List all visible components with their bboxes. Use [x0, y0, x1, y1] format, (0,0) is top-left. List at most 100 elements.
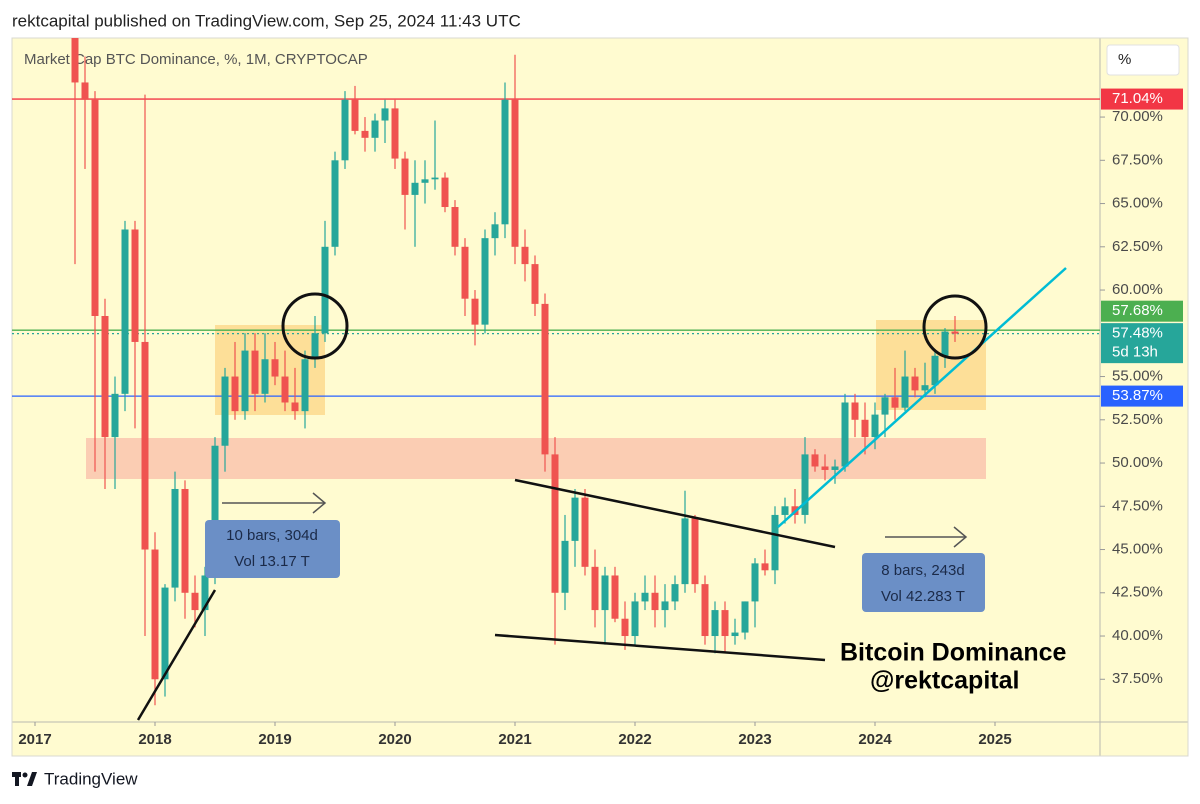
- annotation-handle: @rektcapital: [870, 667, 1019, 695]
- candle-body: [421, 179, 429, 183]
- candle-body: [161, 587, 169, 680]
- measure-box: [205, 520, 340, 578]
- price-badge: [1101, 385, 1183, 407]
- candle-body: [741, 601, 749, 633]
- candle-body: [171, 488, 179, 588]
- candle-body: [141, 341, 149, 550]
- y-tick-label: 55.00%: [1112, 368, 1163, 385]
- candle-body: [551, 454, 559, 593]
- candle-body: [131, 229, 139, 342]
- candle-body: [391, 108, 399, 159]
- candle-body: [301, 359, 309, 412]
- candle-body: [281, 376, 289, 403]
- candle-body: [251, 350, 259, 394]
- trendline: [514, 478, 836, 549]
- candle-body: [91, 99, 99, 316]
- candle-body: [191, 592, 199, 611]
- candle-body: [501, 99, 509, 225]
- candle-body: [81, 82, 89, 100]
- candle-body: [111, 393, 119, 438]
- candle-body: [691, 518, 699, 585]
- candle-body: [941, 331, 949, 356]
- candle-body: [431, 177, 439, 180]
- candle-body: [731, 632, 739, 637]
- measure-vol: Vol 42.283 T: [881, 588, 965, 605]
- chart-background: [12, 38, 1188, 756]
- price-badge: [1101, 88, 1183, 110]
- candle-body: [151, 549, 159, 680]
- trendline: [777, 267, 1067, 528]
- candle-body: [541, 303, 549, 455]
- candle-body: [121, 229, 129, 394]
- candle-body: [911, 376, 919, 391]
- candle-body: [481, 238, 489, 325]
- candle-body: [211, 445, 219, 576]
- x-tick-label: 2021: [498, 731, 531, 748]
- candle-body: [901, 376, 909, 408]
- trendline: [494, 633, 826, 662]
- candle-body: [821, 466, 829, 470]
- candle-body: [231, 376, 239, 412]
- support-zone: [86, 438, 986, 479]
- candle-body: [581, 497, 589, 567]
- candle-body: [351, 99, 359, 131]
- candle-body: [841, 402, 849, 467]
- highlight-circle: [281, 292, 349, 360]
- candle-body: [641, 592, 649, 602]
- candle-body: [371, 120, 379, 138]
- y-tick-label: 52.50%: [1112, 411, 1163, 428]
- candle-body: [951, 331, 959, 334]
- scale-button[interactable]: [1106, 44, 1180, 76]
- candle-body: [471, 298, 479, 325]
- candle-body: [601, 575, 609, 611]
- candle-body: [671, 584, 679, 602]
- price-badge-label: 57.68%: [1112, 302, 1163, 319]
- candle-body: [71, 38, 79, 83]
- candle-body: [261, 359, 269, 394]
- scale-unit[interactable]: %: [1118, 51, 1131, 68]
- x-tick-label: 2025: [978, 731, 1011, 748]
- price-badge-label: 71.04%: [1112, 90, 1163, 107]
- y-tick-label: 42.50%: [1112, 584, 1163, 601]
- candle-body: [651, 592, 659, 611]
- candle-body: [341, 99, 349, 161]
- candle-body: [621, 618, 629, 637]
- candle-body: [881, 397, 889, 415]
- candle-body: [781, 506, 789, 515]
- price-badge-label: 53.87%: [1112, 387, 1163, 404]
- candle-body: [761, 563, 769, 571]
- candle-body: [591, 566, 599, 611]
- candle-body: [921, 385, 929, 391]
- candle-body: [361, 130, 369, 138]
- candle-body: [561, 540, 569, 593]
- candle-body: [571, 497, 579, 541]
- candle-body: [291, 402, 299, 412]
- candle-body: [101, 315, 109, 438]
- candle-body: [531, 264, 539, 304]
- chart-border: [11, 37, 1189, 757]
- candle-body: [771, 514, 779, 571]
- x-tick-label: 2019: [258, 731, 291, 748]
- y-tick-label: 60.00%: [1112, 281, 1163, 298]
- candle-body: [331, 160, 339, 247]
- price-badge-label: 57.48%: [1112, 325, 1163, 342]
- candle-body: [931, 355, 939, 386]
- candle-body: [661, 601, 669, 611]
- candle-body: [751, 563, 759, 602]
- measure-bars: 8 bars, 243d: [881, 562, 964, 579]
- candle-body: [611, 575, 619, 619]
- highlight-circle: [922, 294, 988, 360]
- candle-body: [681, 518, 689, 585]
- candle-body: [511, 99, 519, 247]
- price-badge: [1101, 300, 1183, 322]
- logo-mark: [12, 772, 37, 786]
- candle-body: [181, 488, 189, 593]
- candle-body: [401, 158, 409, 195]
- y-tick-label: 50.00%: [1112, 454, 1163, 471]
- candle-body: [221, 376, 229, 446]
- candle-body: [271, 359, 279, 377]
- candle-body: [831, 466, 839, 470]
- candle-body: [321, 246, 329, 334]
- measure-bars: 10 bars, 304d: [226, 527, 318, 544]
